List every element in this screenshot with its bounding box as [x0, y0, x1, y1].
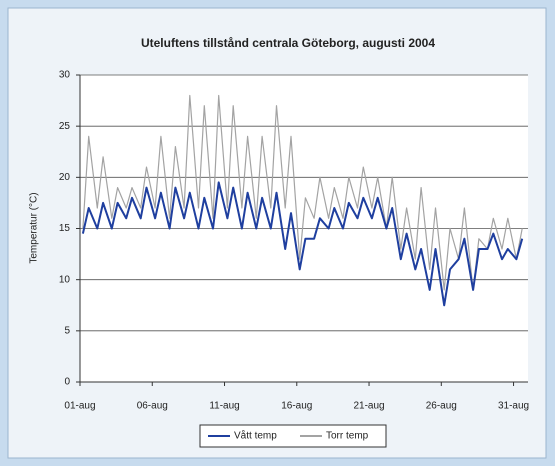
- y-tick-label: 5: [64, 325, 70, 336]
- y-tick-label: 10: [59, 274, 71, 285]
- y-tick-label: 0: [64, 377, 70, 388]
- y-tick-label: 20: [59, 172, 71, 183]
- x-tick-label: 31-aug: [498, 401, 529, 412]
- series-line: [82, 94, 523, 291]
- y-tick-label: 25: [59, 121, 71, 132]
- x-tick-label: 11-aug: [209, 401, 239, 412]
- series-line: [81, 181, 524, 307]
- y-tick-label: 30: [59, 70, 71, 81]
- legend-box: [199, 424, 387, 448]
- chart-title: Uteluftens tillstånd centrala Göteborg, …: [141, 36, 435, 50]
- x-tick-label: 01-aug: [64, 401, 95, 412]
- legend-label: Torr temp: [326, 431, 369, 442]
- x-tick-label: 16-aug: [281, 401, 312, 412]
- x-tick-label: 21-aug: [353, 401, 384, 412]
- y-tick-label: 15: [59, 223, 71, 234]
- x-tick-label: 26-aug: [426, 401, 457, 412]
- x-tick-label: 06-aug: [137, 401, 168, 412]
- legend-label: Vått temp: [234, 430, 277, 442]
- y-axis-label: Temperatur (°C): [29, 192, 40, 263]
